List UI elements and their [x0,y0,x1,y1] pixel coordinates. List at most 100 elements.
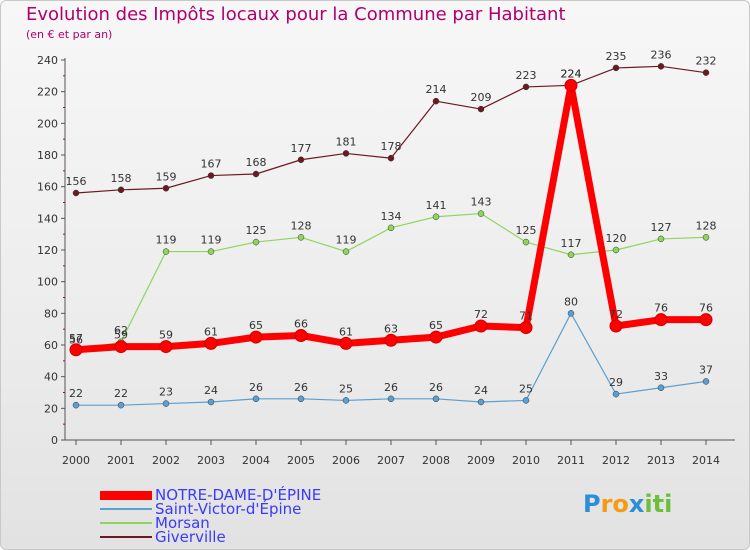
legend-swatch-saint-victor [100,508,152,510]
legend-label-saint-victor: Saint-Victor-d'Épine [155,500,302,518]
data-point-0 [294,329,308,342]
data-point-1 [387,395,395,403]
data-label-2: 119 [336,234,357,247]
x-tick-label: 2014 [692,454,720,467]
data-point-3 [522,83,530,91]
data-label-2: 127 [651,221,672,234]
x-tick-label: 2004 [242,454,270,467]
data-point-3 [252,170,260,178]
data-label-1: 37 [699,363,713,376]
data-label-1: 22 [69,387,83,400]
data-label-1: 25 [339,382,353,395]
data-label-1: 25 [519,382,533,395]
y-tick-label: 40 [44,371,58,384]
data-point-0 [564,78,578,92]
data-label-0: 59 [114,329,128,342]
data-label-1: 26 [249,381,263,394]
data-label-2: 119 [201,234,222,247]
data-point-2 [252,238,260,246]
data-point-0 [384,333,398,347]
data-point-0 [159,340,173,354]
data-point-0 [114,340,128,354]
data-label-0: 61 [339,325,353,338]
data-label-0: 63 [384,322,398,335]
data-label-2: 125 [246,224,267,237]
data-point-0 [474,319,488,333]
y-tick-label: 100 [37,276,58,289]
data-point-3 [432,97,440,105]
data-point-3 [702,69,710,76]
x-tick-label: 2009 [467,454,495,467]
data-label-1: 29 [609,376,623,389]
data-point-1 [522,397,530,404]
x-tick-label: 2012 [602,454,630,467]
data-point-0 [699,313,713,327]
y-tick-label: 20 [44,402,58,415]
data-label-3: 223 [516,69,537,82]
x-tick-label: 2002 [152,454,180,467]
y-tick-label: 160 [37,181,58,194]
data-point-2 [567,251,575,258]
data-point-2 [657,235,665,243]
y-tick-label: 80 [44,307,58,320]
data-label-0: 61 [204,325,218,338]
data-point-1 [252,395,260,403]
y-tick-label: 120 [37,244,58,257]
x-tick-label: 2013 [647,454,675,467]
data-label-3: 167 [201,158,222,171]
data-label-3: 177 [291,142,312,155]
data-label-0: 65 [249,319,263,332]
data-label-0: 57 [69,332,83,345]
legend-label-notre-dame: NOTRE-DAME-D'ÉPINE [155,486,322,504]
data-label-2: 143 [471,196,492,209]
data-label-2: 119 [156,234,177,247]
data-point-3 [117,186,125,194]
x-tick-label: 2008 [422,454,450,467]
data-label-2: 128 [291,219,312,232]
data-label-3: 224 [561,67,582,80]
data-point-2 [207,248,215,255]
data-label-1: 24 [204,384,218,397]
data-label-0: 72 [609,308,623,321]
data-label-3: 214 [426,83,447,96]
x-tick-label: 2007 [377,454,405,467]
data-point-2 [342,248,350,255]
legend-swatch-giverville [100,536,152,538]
data-point-3 [72,189,80,197]
data-label-2: 128 [696,219,717,232]
data-label-0: 76 [699,302,713,315]
y-tick-label: 240 [37,54,58,67]
data-label-1: 26 [384,381,398,394]
data-label-3: 159 [156,170,177,183]
data-label-0: 65 [429,319,443,332]
data-label-0: 59 [159,329,173,342]
data-label-3: 158 [111,172,132,185]
data-label-0: 76 [654,302,668,315]
data-point-0 [339,336,353,350]
data-point-1 [207,398,215,406]
y-tick-label: 60 [44,339,58,352]
data-point-0 [69,343,83,357]
data-point-2 [387,224,395,232]
x-tick-label: 2005 [287,454,315,467]
data-label-3: 235 [606,50,627,63]
legend-label-morsan: Morsan [155,514,210,532]
data-label-0: 66 [294,318,308,331]
data-label-2: 134 [381,210,402,223]
data-point-0 [204,336,218,350]
data-point-1 [342,397,350,404]
proxiti-logo: Proxiti [583,490,673,518]
x-tick-label: 2011 [557,454,585,467]
data-point-3 [207,172,215,179]
data-label-1: 22 [114,387,128,400]
data-point-2 [162,248,170,255]
data-point-3 [297,156,305,163]
data-point-2 [702,234,710,241]
data-point-3 [477,105,485,113]
data-point-2 [522,238,530,246]
data-point-2 [612,246,620,254]
data-point-1 [117,401,125,409]
y-tick-label: 0 [51,434,58,447]
